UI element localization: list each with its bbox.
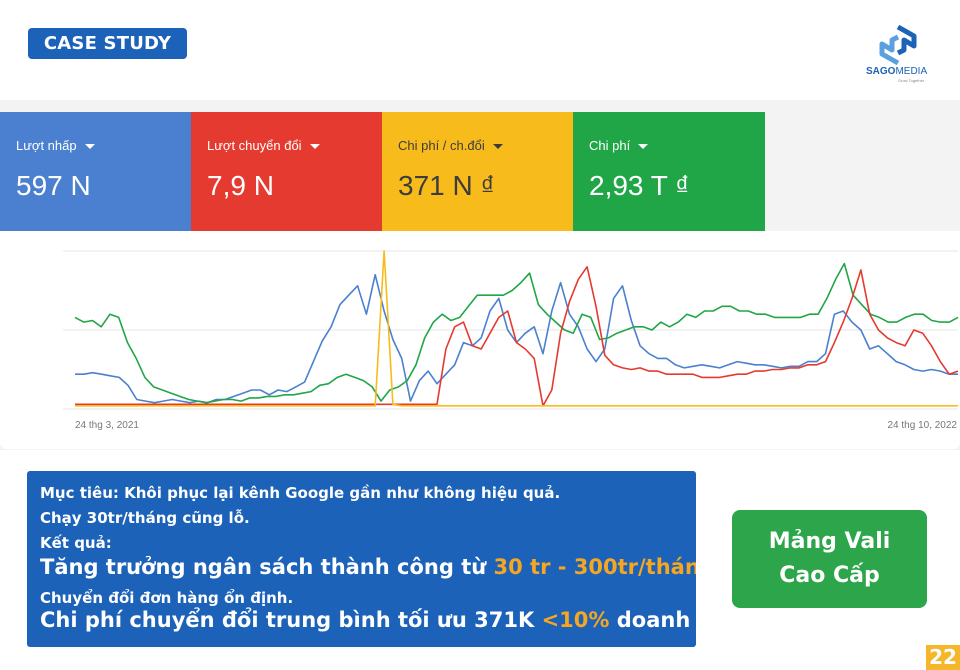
- result-line-budget: Tăng trưởng ngân sách thành công từ 30 t…: [40, 555, 696, 579]
- metric-value: 2,93 T ₫: [589, 170, 690, 201]
- metric-card-cost[interactable]: Chi phí 2,93 T ₫: [573, 112, 765, 231]
- category-line2: Cao Cấp: [779, 563, 880, 588]
- page-number: 22: [926, 645, 960, 670]
- dropdown-caret-icon: [638, 144, 649, 150]
- logo-mark-icon: [879, 25, 917, 65]
- metric-value: 7,9 N: [207, 170, 274, 201]
- goal-results-box: Mục tiêu: Khôi phục lại kênh Google gần …: [27, 471, 696, 647]
- sago-media-logo: SAGOMEDIA Grow Together: [862, 25, 937, 85]
- metric-label: Lượt chuyển đổi: [207, 138, 320, 153]
- highlight-percent: <10%: [541, 608, 610, 632]
- series-line-1: [74, 262, 959, 404]
- result-line-orders: Chuyển đổi đơn hàng ổn định.: [40, 589, 294, 607]
- dropdown-caret-icon: [492, 144, 503, 150]
- performance-line-chart: 24 thg 3, 2021 24 thg 10, 2022: [63, 250, 959, 431]
- chart-series: [74, 250, 959, 407]
- performance-chart-panel: 24 thg 3, 2021 24 thg 10, 2022: [0, 231, 960, 449]
- metric-card-clicks[interactable]: Lượt nhấp 597 N: [0, 112, 191, 231]
- metric-card-cost-per-conversion[interactable]: Chi phí / ch.đổi 371 N ₫: [382, 112, 573, 231]
- series-line-2: [75, 265, 959, 407]
- goal-line: Chạy 30tr/tháng cũng lỗ.: [40, 509, 250, 527]
- x-tick-label-start: 24 thg 3, 2021: [75, 420, 139, 431]
- highlight-budget: 30 tr - 300tr/tháng: [493, 555, 697, 579]
- dropdown-caret-icon: [84, 144, 95, 150]
- series-line-3: [75, 250, 958, 407]
- metric-card-conversions[interactable]: Lượt chuyển đổi 7,9 N: [191, 112, 382, 231]
- x-tick-label-end: 24 thg 10, 2022: [887, 420, 957, 431]
- result-line-cost: Chi phí chuyển đổi trung bình tối ưu 371…: [40, 608, 696, 632]
- logo-brand-rest: MEDIA: [895, 66, 928, 77]
- category-button[interactable]: Mảng Vali Cao Cấp: [732, 510, 927, 608]
- category-line1: Mảng Vali: [768, 529, 891, 554]
- goal-line: Mục tiêu: Khôi phục lại kênh Google gần …: [40, 484, 561, 502]
- chart-gridlines: [63, 250, 958, 410]
- logo-tagline: Grow Together: [898, 78, 925, 83]
- result-heading: Kết quả:: [40, 534, 112, 552]
- metric-label: Lượt nhấp: [16, 138, 95, 153]
- logo-brand-bold: SAGO: [866, 66, 896, 77]
- metric-label: Chi phí: [589, 138, 649, 153]
- metric-label: Chi phí / ch.đổi: [398, 138, 503, 153]
- dropdown-caret-icon: [309, 144, 320, 150]
- metric-value: 371 N ₫: [398, 170, 495, 201]
- case-study-badge: CASE STUDY: [28, 28, 187, 59]
- series-line-0: [75, 273, 958, 404]
- metric-value: 597 N: [16, 170, 91, 201]
- metric-cards: Lượt nhấp 597 N Lượt chuyển đổi 7,9 N Ch…: [0, 112, 766, 231]
